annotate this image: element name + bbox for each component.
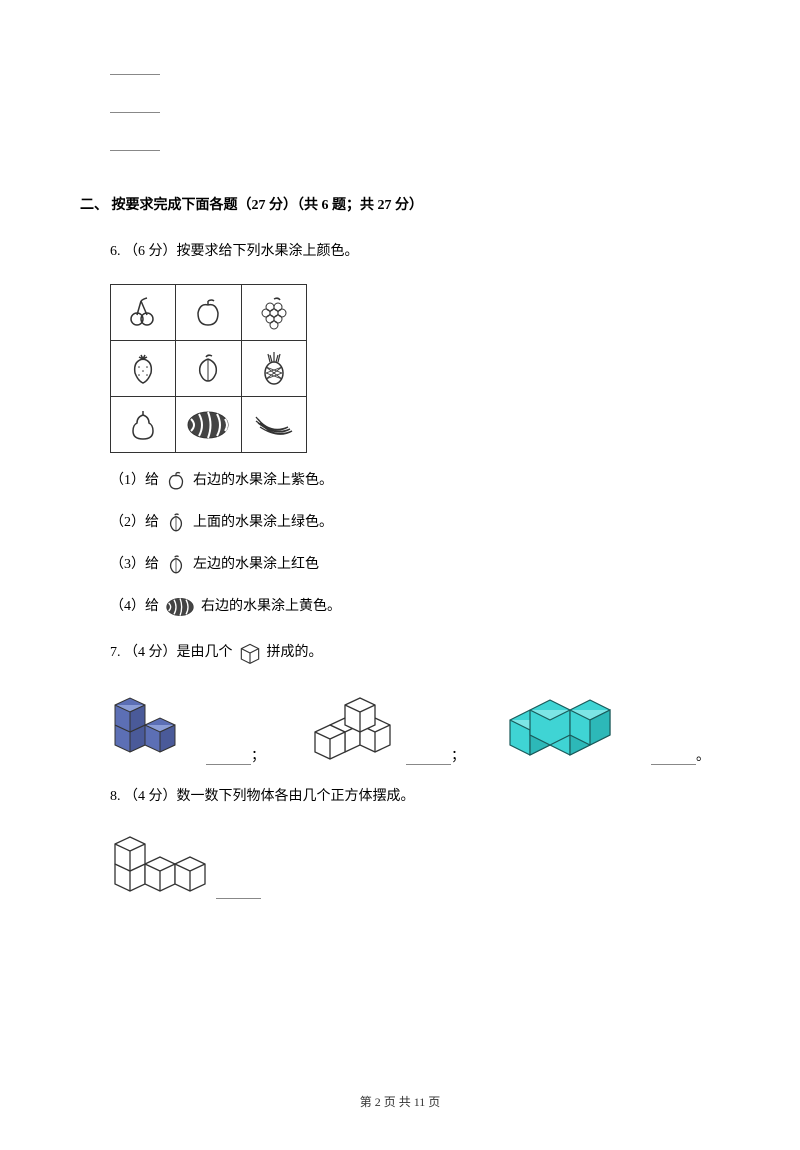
q6-sub2-pre: （2）给 xyxy=(110,509,159,537)
q7-cubes: ； ； xyxy=(110,685,720,765)
footer-mid: 页 共 xyxy=(381,1095,414,1109)
page: 二、 按要求完成下面各题（27 分）（共 6 题；共 27 分） 6. （6 分… xyxy=(0,0,800,1150)
q6-sub4: （4）给 右边的水果涂上黄色。 xyxy=(110,593,720,621)
fruit-row xyxy=(111,285,306,341)
q7-pre: 7. （4 分）是由几个 xyxy=(110,639,233,667)
q6-sub2-post: 上面的水果涂上绿色。 xyxy=(193,509,333,537)
separator: ； xyxy=(251,745,265,765)
fruit-row xyxy=(111,341,306,397)
answer-blank[interactable] xyxy=(406,752,451,765)
apple-icon xyxy=(176,285,241,340)
fruit-row xyxy=(111,397,306,452)
section-title: 二、 按要求完成下面各题（27 分）（共 6 题；共 27 分） xyxy=(80,194,720,214)
q6-sub1: （1）给 右边的水果涂上紫色。 xyxy=(110,467,720,495)
page-footer: 第 2 页 共 11 页 xyxy=(0,1093,800,1110)
q6-sub2: （2）给 上面的水果涂上绿色。 xyxy=(110,509,720,537)
footer-total: 11 xyxy=(414,1095,426,1109)
cube-figure-4 xyxy=(110,829,261,899)
answer-blank[interactable] xyxy=(651,752,696,765)
cherry-icon xyxy=(111,285,176,340)
q8-cubes xyxy=(110,829,720,899)
peach-icon xyxy=(176,341,241,396)
q6-sub4-post: 右边的水果涂上黄色。 xyxy=(201,593,341,621)
watermelon-icon xyxy=(176,397,241,452)
watermelon-icon xyxy=(163,595,197,619)
peach-icon xyxy=(163,510,189,536)
answer-blank[interactable] xyxy=(110,60,160,75)
q8-stem: 8. （4 分）数一数下列物体各由几个正方体摆成。 xyxy=(110,783,720,811)
pineapple-icon xyxy=(242,341,306,396)
q6-sub3: （3）给 左边的水果涂上红色 xyxy=(110,551,720,579)
pear-icon xyxy=(111,397,176,452)
cube-figure-1: ； xyxy=(110,690,265,765)
footer-post: 页 xyxy=(425,1095,440,1109)
cube-figure-2: ； xyxy=(305,685,465,765)
strawberry-icon xyxy=(111,341,176,396)
q7-stem: 7. （4 分）是由几个 拼成的。 xyxy=(110,639,720,667)
apple-icon xyxy=(163,468,189,494)
peach-icon xyxy=(163,552,189,578)
q6-sub3-pre: （3）给 xyxy=(110,551,159,579)
grapes-icon xyxy=(242,285,306,340)
q6-sub1-pre: （1）给 xyxy=(110,467,159,495)
answer-blank[interactable] xyxy=(206,752,251,765)
q6-sub4-pre: （4）给 xyxy=(110,593,159,621)
answer-blank[interactable] xyxy=(110,136,160,151)
cube-icon xyxy=(237,640,263,666)
q6-stem: 6. （6 分）按要求给下列水果涂上颜色。 xyxy=(110,238,720,266)
footer-pre: 第 xyxy=(360,1095,375,1109)
banana-icon xyxy=(242,397,306,452)
q7-post: 拼成的。 xyxy=(267,639,323,667)
answer-blank[interactable] xyxy=(216,886,261,899)
ending: 。 xyxy=(696,745,710,765)
top-blanks xyxy=(80,60,720,174)
cube-figure-3: 。 xyxy=(505,695,710,765)
q6-sub3-post: 左边的水果涂上红色 xyxy=(193,551,319,579)
separator: ； xyxy=(451,745,465,765)
answer-blank[interactable] xyxy=(110,98,160,113)
q6-sub1-post: 右边的水果涂上紫色。 xyxy=(193,467,333,495)
fruit-grid xyxy=(110,284,307,453)
